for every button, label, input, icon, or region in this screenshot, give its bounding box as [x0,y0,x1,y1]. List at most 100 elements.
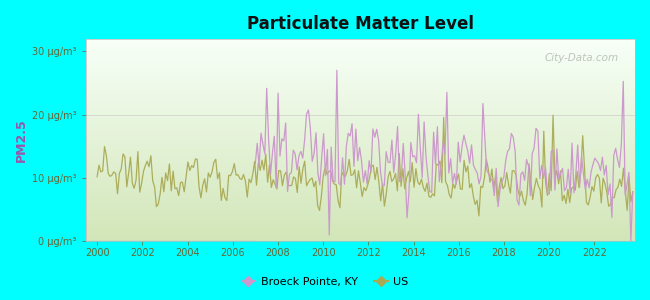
Bar [86,218,635,219]
Bar [86,129,635,130]
Bar [86,47,635,48]
Bar [86,223,635,224]
Bar [86,118,635,120]
Bar [86,45,635,46]
Bar [86,202,635,203]
Bar [86,71,635,72]
Bar [86,115,635,116]
Bar [86,188,635,190]
Bar [86,56,635,57]
Bar [86,136,635,137]
Bar [86,140,635,141]
Bar [86,60,635,61]
Bar [86,103,635,104]
Bar [86,77,635,78]
Bar [86,93,635,94]
Bar [86,107,635,109]
Bar [86,63,635,64]
Bar [86,234,635,235]
Bar [86,226,635,227]
Bar [86,73,635,74]
Bar [86,209,635,210]
Bar [86,75,635,76]
Bar [86,134,635,135]
Bar [86,155,635,156]
Bar [86,81,635,82]
Bar [86,238,635,239]
Bar [86,83,635,84]
Bar [86,98,635,99]
Bar [86,172,635,173]
Y-axis label: PM2.5: PM2.5 [15,118,28,162]
Bar [86,201,635,202]
Bar [86,219,635,220]
Bar [86,199,635,200]
Bar [86,186,635,188]
Bar [86,224,635,225]
Bar [86,152,635,153]
Bar [86,128,635,129]
Bar [86,135,635,136]
Bar [86,53,635,54]
Bar [86,85,635,86]
Bar [86,79,635,80]
Bar [86,40,635,41]
Title: Particulate Matter Level: Particulate Matter Level [247,15,474,33]
Bar [86,146,635,147]
Bar [86,144,635,145]
Bar [86,236,635,237]
Bar [86,114,635,115]
Bar [86,154,635,155]
Bar [86,157,635,158]
Bar [86,159,635,160]
Bar [86,92,635,93]
Bar [86,194,635,196]
Bar [86,68,635,69]
Bar [86,240,635,241]
Bar [86,139,635,140]
Bar [86,235,635,236]
Bar [86,58,635,59]
Bar [86,207,635,208]
Bar [86,52,635,53]
Bar [86,59,635,60]
Bar [86,131,635,132]
Bar [86,233,635,234]
Bar [86,43,635,44]
Bar [86,214,635,215]
Bar [86,191,635,193]
Bar [86,185,635,186]
Bar [86,239,635,240]
Bar [86,124,635,125]
Bar [86,206,635,207]
Bar [86,162,635,163]
Bar [86,213,635,214]
Bar [86,118,635,119]
Bar [86,127,635,128]
Bar [86,76,635,77]
Bar [86,168,635,169]
Bar [86,148,635,149]
Bar [86,142,635,143]
Bar [86,39,635,40]
Bar [86,111,635,112]
Bar [86,182,635,183]
Bar [86,42,635,43]
Bar [86,104,635,106]
Bar [86,171,635,172]
Bar [86,137,635,138]
Bar [86,143,635,144]
Bar [86,227,635,228]
Bar [86,205,635,206]
Bar [86,100,635,101]
Bar [86,141,635,142]
Bar [86,178,635,179]
Bar [86,215,635,216]
Bar [86,96,635,98]
Bar [86,116,635,117]
Text: City-Data.com: City-Data.com [545,53,619,63]
Bar [86,138,635,139]
Bar [86,176,635,177]
Bar [86,67,635,68]
Bar [86,54,635,55]
